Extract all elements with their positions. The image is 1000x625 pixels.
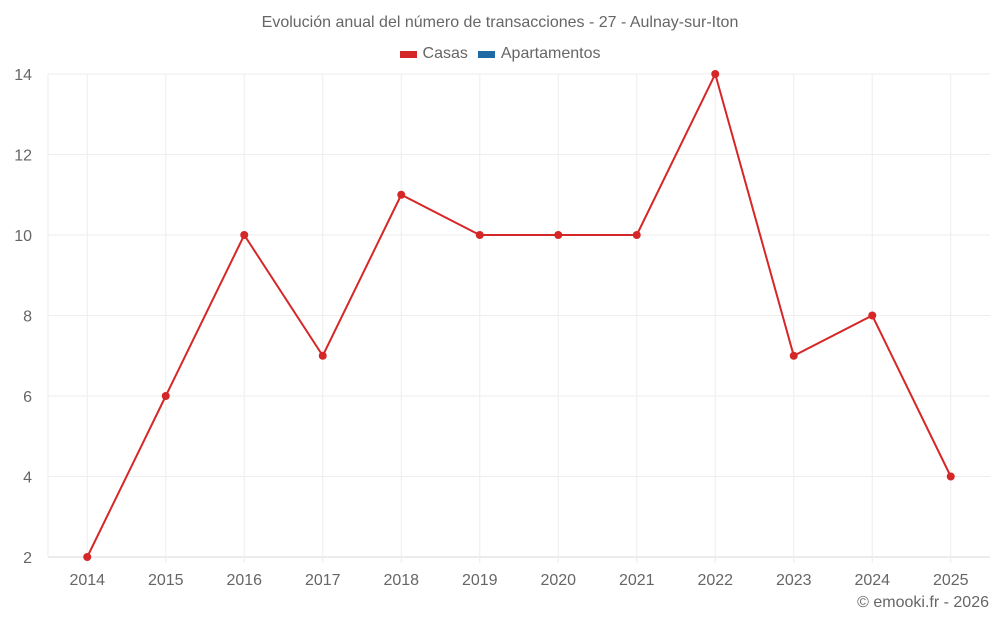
data-point[interactable]: [554, 231, 563, 239]
x-tick-label: 2020: [540, 572, 576, 589]
data-point[interactable]: [83, 553, 92, 561]
data-point[interactable]: [240, 231, 249, 239]
y-tick-label: 12: [14, 148, 32, 165]
series-line-casas: [86, 71, 952, 558]
data-point[interactable]: [318, 351, 327, 360]
data-point[interactable]: [868, 311, 877, 320]
x-tick-label: 2024: [854, 572, 890, 589]
y-tick-label: 10: [14, 228, 32, 245]
legend-label-apartamentos: Apartamentos: [500, 45, 601, 62]
y-tick-label: 6: [23, 389, 32, 406]
x-tick-label: 2021: [619, 572, 655, 589]
y-tick-label: 8: [23, 309, 32, 326]
data-point[interactable]: [475, 231, 484, 239]
x-tick-label: 2025: [933, 572, 969, 589]
x-tick-label: 2014: [69, 572, 105, 589]
chart-title: Evolución anual del número de transaccio…: [261, 14, 739, 31]
x-tick-label: 2017: [305, 572, 341, 589]
data-point[interactable]: [397, 190, 406, 199]
x-tick-label: 2016: [226, 572, 262, 589]
x-tick-label: 2018: [383, 572, 419, 589]
y-tick-label: 14: [14, 67, 32, 84]
legend: Casas Apartamentos: [0, 45, 1000, 63]
data-point[interactable]: [632, 231, 641, 239]
data-point[interactable]: [946, 472, 955, 481]
y-tick-label: 4: [23, 470, 32, 487]
data-point[interactable]: [161, 392, 170, 400]
data-point[interactable]: [711, 70, 720, 78]
legend-item-casas[interactable]: Casas: [399, 45, 468, 63]
x-tick-label: 2023: [776, 572, 812, 589]
x-tick-label: 2015: [148, 572, 184, 589]
data-point[interactable]: [789, 351, 798, 360]
legend-label-casas: Casas: [422, 45, 468, 62]
x-tick-label: 2019: [462, 572, 498, 589]
legend-swatch-apartamentos-icon: [477, 50, 495, 58]
y-tick-label: 2: [23, 550, 32, 567]
legend-swatch-casas-icon: [399, 50, 417, 58]
copyright-credit: © emooki.fr - 2026: [857, 594, 989, 611]
x-tick-label: 2022: [697, 572, 733, 589]
legend-item-apartamentos[interactable]: Apartamentos: [477, 45, 601, 63]
